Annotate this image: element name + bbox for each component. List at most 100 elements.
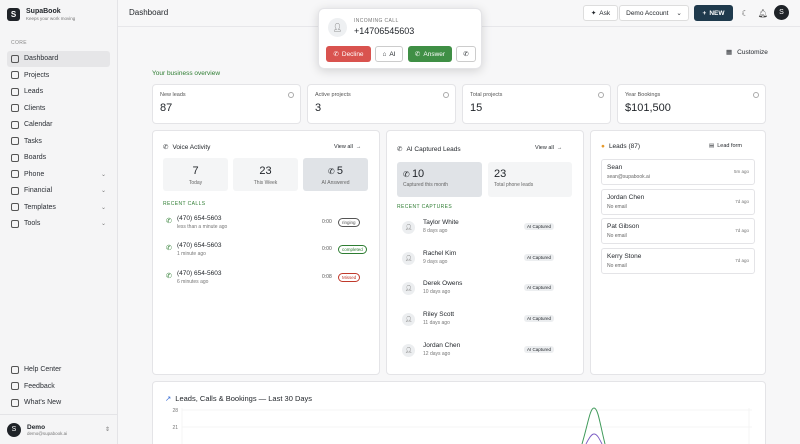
user-menu[interactable]: S Demo demo@supabook.ai ⇕ (0, 414, 117, 444)
info-icon[interactable] (288, 92, 294, 98)
avatar: S (7, 422, 21, 437)
sidebar-item-leads[interactable]: Leads (7, 84, 110, 100)
sidebar-item-clients[interactable]: Clients (7, 101, 110, 117)
brand[interactable]: S SupaBook Keeps your work moving (0, 0, 117, 28)
capture-row[interactable]: 👤︎ Rachel Kim 9 days ago AI Captured (399, 248, 569, 270)
lead-row[interactable]: Jordan Chen No email 7d ago (601, 189, 755, 215)
chevron-down-icon: ⌄ (100, 204, 106, 211)
tile-value-row: 23 (494, 168, 566, 180)
lead-form-button[interactable]: ▤ Lead form (709, 143, 742, 149)
decline-button[interactable]: ✆ Decline (326, 46, 371, 62)
phone-incoming-icon: ✆ (166, 218, 172, 225)
call-row[interactable]: ✆ (470) 654-5603 1 minute ago 0:00 completed (166, 242, 367, 262)
ai-leads-view-all-link[interactable]: View all → (535, 145, 562, 151)
lead-email: No email (607, 233, 627, 239)
sidebar-item-financial[interactable]: Financial ⌄ (7, 183, 110, 199)
sidebar-item-label: Boards (24, 154, 47, 162)
call-row[interactable]: ✆ (470) 654-5603 6 minutes ago 0:08 Missed (166, 270, 366, 290)
lead-email: sean@supabook.ai (607, 174, 650, 180)
answer-button[interactable]: ✆ Answer (408, 46, 452, 62)
tile-value-row: ✆ 10 (403, 168, 476, 180)
lead-row[interactable]: Kerry Stone No email 7d ago (601, 248, 755, 274)
dashboard-icon (11, 54, 19, 63)
user-icon: 👤︎ (402, 221, 415, 234)
lead-row[interactable]: Pat Gibson No email 7d ago (601, 218, 755, 244)
bell-icon[interactable]: 🔔︎ (757, 8, 769, 18)
avatar[interactable]: S (774, 5, 789, 20)
chart-title: ↗ Leads, Calls & Bookings — Last 30 Days (165, 394, 312, 403)
phone-forward-icon: ✆ (463, 51, 469, 58)
sidebar-item-dashboard[interactable]: Dashboard (7, 51, 110, 67)
sidebar-item-tools[interactable]: Tools ⌄ (7, 216, 110, 232)
capture-name: Derek Owens (423, 280, 463, 287)
view-all-label: View all (334, 144, 353, 150)
y-tick-label: 28 (172, 408, 178, 414)
capture-row[interactable]: 👤︎ Riley Scott 11 days ago AI Captured (399, 309, 569, 331)
info-icon[interactable] (443, 92, 449, 98)
sidebar: S SupaBook Keeps your work moving CORE D… (0, 0, 118, 444)
recent-calls-label: RECENT CALLS (163, 201, 206, 207)
stat-value: 15 (470, 102, 483, 114)
capture-name: Taylor White (423, 219, 459, 226)
sidebar-item-label: Tasks (24, 137, 42, 145)
lead-row[interactable]: Sean sean@supabook.ai 5m ago (601, 159, 755, 185)
tile-label: Captured this month (403, 182, 449, 188)
grid-icon: ▦ (726, 49, 733, 56)
sidebar-item-phone[interactable]: Phone ⌄ (7, 167, 110, 183)
sidebar-item-projects[interactable]: Projects (7, 68, 110, 84)
sidebar-item-boards[interactable]: Boards (7, 150, 110, 166)
voice-view-all-link[interactable]: View all → (334, 144, 361, 150)
customize-label: Customize (737, 48, 768, 56)
status-badge: Missed (338, 273, 361, 282)
call-time: less than a minute ago (177, 224, 228, 230)
tools-icon (11, 219, 19, 228)
new-label: NEW (709, 9, 725, 17)
sidebar-item-label: What's New (24, 399, 62, 407)
lead-age: 7d ago (735, 258, 749, 263)
sidebar-item-calendar[interactable]: Calendar (7, 117, 110, 133)
chevron-down-icon: ⌄ (100, 221, 106, 228)
ai-answer-button[interactable]: ⌂ AI (375, 46, 403, 62)
lead-name: Jordan Chen (607, 194, 645, 201)
sparkle-icon: ✦ (590, 10, 597, 17)
chart-title-label: Leads, Calls & Bookings — Last 30 Days (175, 394, 313, 403)
lead-form-label: Lead form (717, 143, 742, 149)
call-row[interactable]: ✆ (470) 654-5603 less than a minute ago 0:0… (166, 215, 366, 235)
capture-name: Jordan Chen (423, 342, 461, 349)
transfer-button[interactable]: ✆ (456, 46, 476, 62)
sidebar-item-help-center[interactable]: Help Center (7, 362, 110, 378)
phone-icon: ✆ (414, 51, 421, 58)
sidebar-item-what-s-new[interactable]: What's New (7, 395, 110, 411)
sidebar-item-templates[interactable]: Templates ⌄ (7, 200, 110, 216)
capture-row[interactable]: 👤︎ Jordan Chen 12 days ago AI Captured (399, 340, 569, 362)
arrow-right-icon: → (355, 144, 362, 150)
brand-tagline: Keeps your work moving (26, 15, 76, 21)
phone-icon: ✆ (403, 170, 412, 179)
leads-title: ● Leads (87) (601, 143, 640, 150)
customize-button[interactable]: ▦ Customize (726, 48, 768, 57)
info-icon[interactable] (753, 92, 759, 98)
stat-value: 87 (160, 102, 173, 114)
user-icon: 👤︎ (402, 344, 415, 357)
user-name: Demo (27, 423, 46, 431)
chevron-down-icon: ⌄ (676, 10, 682, 17)
caller-number: +14706545603 (354, 26, 415, 36)
tasks-icon (11, 137, 19, 146)
capture-row[interactable]: 👤︎ Taylor White 8 days ago AI Captured (399, 217, 569, 239)
ask-button[interactable]: ✦ Ask (583, 5, 618, 21)
account-selector[interactable]: Demo Account ⌄ (619, 5, 689, 21)
stat-label: New leads (160, 92, 186, 98)
new-button[interactable]: + NEW (694, 5, 733, 21)
sidebar-item-feedback[interactable]: Feedback (7, 379, 110, 395)
moon-icon[interactable]: ☾ (741, 8, 749, 18)
info-icon[interactable] (598, 92, 604, 98)
call-duration: 0:00 (322, 219, 332, 225)
user-icon: 👤︎ (402, 252, 415, 265)
ai-captured-badge: AI Captured (524, 254, 555, 261)
stat-value: 3 (315, 102, 322, 114)
capture-row[interactable]: 👤︎ Derek Owens 10 days ago AI Captured (399, 278, 569, 300)
tile-value: 10 (411, 168, 425, 180)
voice-activity-label: Voice Activity (172, 143, 211, 151)
call-time: 1 minute ago (177, 251, 206, 257)
sidebar-item-tasks[interactable]: Tasks (7, 134, 110, 150)
